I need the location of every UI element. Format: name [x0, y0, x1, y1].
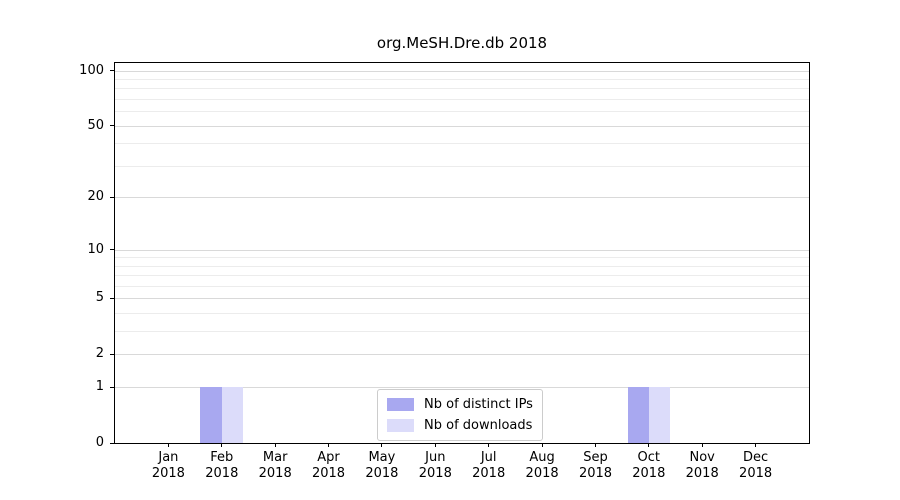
x-tick-label-month: Oct	[637, 450, 661, 465]
y-tick-label: 50	[87, 117, 104, 133]
y-tick-mark	[110, 353, 114, 356]
y-tick-label: 0	[95, 435, 104, 450]
y-tick-label: 2	[95, 346, 104, 362]
x-tick-mark	[755, 443, 757, 447]
x-tick-mark	[541, 443, 543, 447]
legend-label-downloads: Nb of downloads	[424, 418, 533, 433]
y-gridline-major	[115, 249, 809, 251]
x-tick-mark	[434, 443, 436, 447]
y-gridline-minor	[115, 111, 809, 113]
y-tick-label: 10	[87, 241, 104, 257]
y-gridline-major	[115, 125, 809, 127]
legend-item-downloads: Nb of downloads	[387, 418, 533, 433]
x-tick-label-year: 2018	[578, 466, 613, 481]
x-tick-label-month: Mar	[262, 450, 288, 465]
x-tick-label-year: 2018	[151, 466, 185, 481]
y-gridline-minor	[115, 313, 809, 315]
y-gridline-major	[115, 298, 809, 300]
y-gridline-major	[115, 354, 809, 356]
legend-label-distinct-ips: Nb of distinct IPs	[424, 397, 533, 412]
x-tick-label: Jan 2018	[136, 450, 200, 482]
x-tick-mark	[594, 443, 597, 447]
plot-area: Nb of distinct IPs Nb of downloads	[114, 62, 810, 444]
x-tick-label: Nov 2018	[670, 450, 734, 482]
legend-item-distinct-ips: Nb of distinct IPs	[387, 397, 533, 412]
y-gridline-major	[115, 387, 809, 389]
x-tick-label-year: 2018	[739, 466, 773, 481]
x-tick-label-month: Dec	[743, 450, 769, 465]
y-gridline-minor	[115, 331, 809, 333]
x-tick-label-year: 2018	[258, 466, 292, 481]
x-tick-label: Dec 2018	[724, 450, 788, 482]
x-tick-label: Oct 2018	[617, 450, 681, 482]
x-tick-label-month: Apr	[317, 450, 340, 465]
bar-nb-of-distinct-ips	[627, 387, 649, 443]
x-tick-label-year: 2018	[311, 466, 346, 481]
x-tick-label: Apr 2018	[297, 450, 361, 482]
legend: Nb of distinct IPs Nb of downloads	[377, 389, 543, 441]
x-tick-label: Jun 2018	[403, 450, 467, 482]
y-tick-label: 100	[79, 62, 104, 78]
y-tick-label: 5	[95, 290, 104, 306]
x-tick-mark	[167, 443, 169, 447]
x-tick-mark	[221, 443, 223, 447]
x-tick-label: Mar 2018	[243, 450, 307, 482]
x-tick-mark	[701, 443, 703, 447]
y-tick-mark	[110, 442, 114, 444]
x-tick-mark	[274, 443, 276, 447]
legend-swatch-distinct-ips	[387, 398, 414, 411]
x-tick-label: Jul 2018	[457, 450, 521, 482]
plot-inner	[115, 63, 809, 443]
bar-nb-of-downloads	[648, 387, 671, 443]
x-tick-mark	[381, 443, 383, 447]
y-gridline-minor	[115, 79, 809, 80]
x-tick-label-year: 2018	[525, 466, 559, 481]
x-tick-label-year: 2018	[418, 466, 452, 481]
x-tick-label: Aug 2018	[510, 450, 574, 482]
y-tick-mark	[110, 249, 114, 251]
bar-nb-of-distinct-ips	[200, 387, 222, 443]
x-tick-label: May 2018	[350, 450, 414, 482]
y-gridline-minor	[115, 275, 809, 277]
x-tick-label-month: Sep	[583, 450, 608, 465]
x-tick-label: Sep 2018	[564, 450, 628, 482]
y-tick-mark	[110, 297, 114, 300]
chart-title: org.MeSH.Dre.db 2018	[376, 34, 548, 52]
x-tick-label-month: Jan	[158, 450, 179, 465]
y-gridline-major	[115, 70, 809, 72]
x-tick-label-year: 2018	[472, 466, 506, 481]
y-gridline-minor	[115, 286, 809, 287]
y-gridline-minor	[115, 265, 809, 267]
x-tick-label-month: Jun	[425, 450, 446, 465]
y-gridline-minor	[115, 143, 809, 145]
y-tick-mark	[110, 70, 114, 72]
x-tick-label-month: Jul	[480, 450, 497, 465]
x-tick-label-year: 2018	[685, 466, 719, 481]
y-tick-label: 1	[95, 379, 104, 395]
y-tick-mark	[110, 386, 114, 388]
y-gridline-minor	[115, 257, 809, 259]
y-tick-mark	[110, 125, 114, 127]
x-tick-mark	[327, 443, 330, 447]
y-gridline-minor	[115, 88, 809, 90]
x-tick-label: Feb 2018	[190, 450, 254, 482]
bar-nb-of-downloads	[221, 387, 244, 443]
x-tick-label-year: 2018	[365, 466, 399, 481]
x-tick-label-month: May	[368, 450, 396, 465]
y-tick-mark	[110, 196, 114, 198]
x-tick-label-year: 2018	[205, 466, 239, 481]
y-tick-label: 20	[87, 189, 104, 205]
y-gridline-minor	[115, 99, 809, 101]
legend-swatch-downloads	[387, 419, 414, 432]
x-tick-label-month: Feb	[210, 450, 234, 465]
x-tick-label-month: Nov	[689, 450, 715, 465]
x-tick-mark	[488, 443, 490, 447]
y-gridline-minor	[115, 165, 809, 167]
x-tick-label-month: Aug	[529, 450, 555, 465]
x-tick-label-year: 2018	[632, 466, 666, 481]
y-gridline-major	[115, 197, 809, 199]
x-tick-mark	[648, 443, 650, 447]
